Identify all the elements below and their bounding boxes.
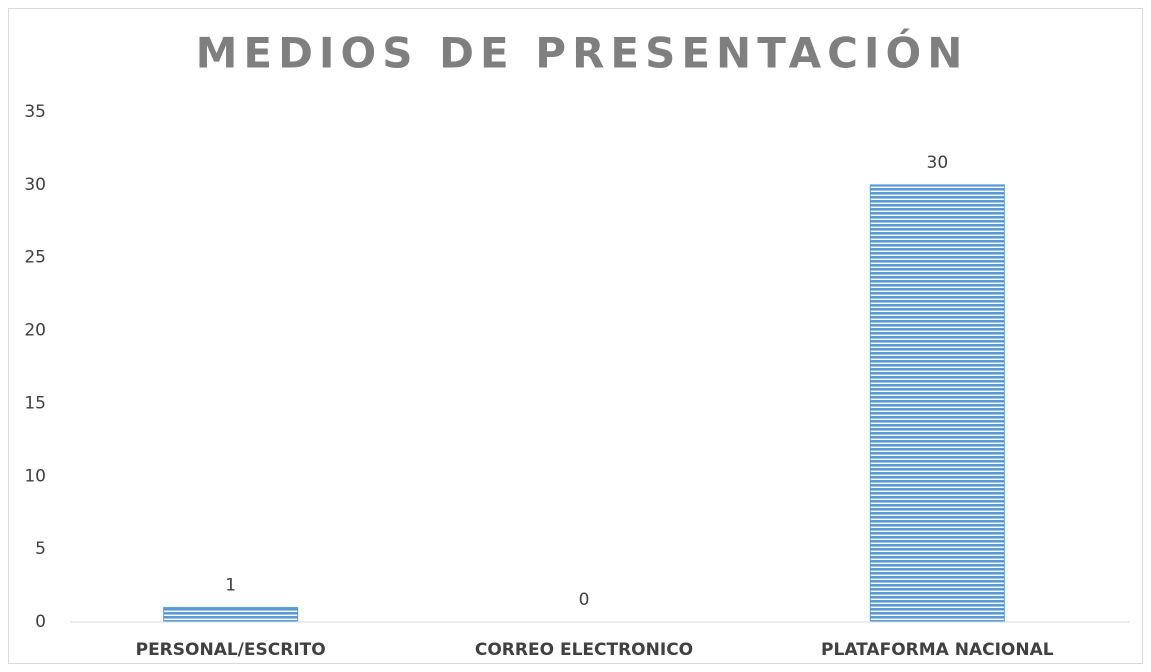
y-tick-label: 0 xyxy=(35,612,46,632)
x-tick-label: PLATAFORMA NACIONAL xyxy=(821,640,1054,660)
chart-title: MEDIOS DE PRESENTACIÓN xyxy=(196,28,969,78)
y-tick-label: 30 xyxy=(24,175,46,195)
y-tick-label: 5 xyxy=(35,539,46,559)
bar xyxy=(163,606,299,623)
y-tick-label: 10 xyxy=(24,466,46,486)
y-tick-label: 25 xyxy=(24,248,46,268)
data-label: 0 xyxy=(579,590,590,610)
x-tick-label: PERSONAL/ESCRITO xyxy=(136,640,326,660)
y-tick-label: 15 xyxy=(24,393,46,413)
bar xyxy=(869,184,1005,623)
x-tick-label: CORREO ELECTRONICO xyxy=(475,640,693,660)
data-label: 1 xyxy=(225,575,236,595)
data-label: 30 xyxy=(927,153,949,173)
y-tick-label: 20 xyxy=(24,321,46,341)
y-tick-label: 35 xyxy=(24,102,46,122)
